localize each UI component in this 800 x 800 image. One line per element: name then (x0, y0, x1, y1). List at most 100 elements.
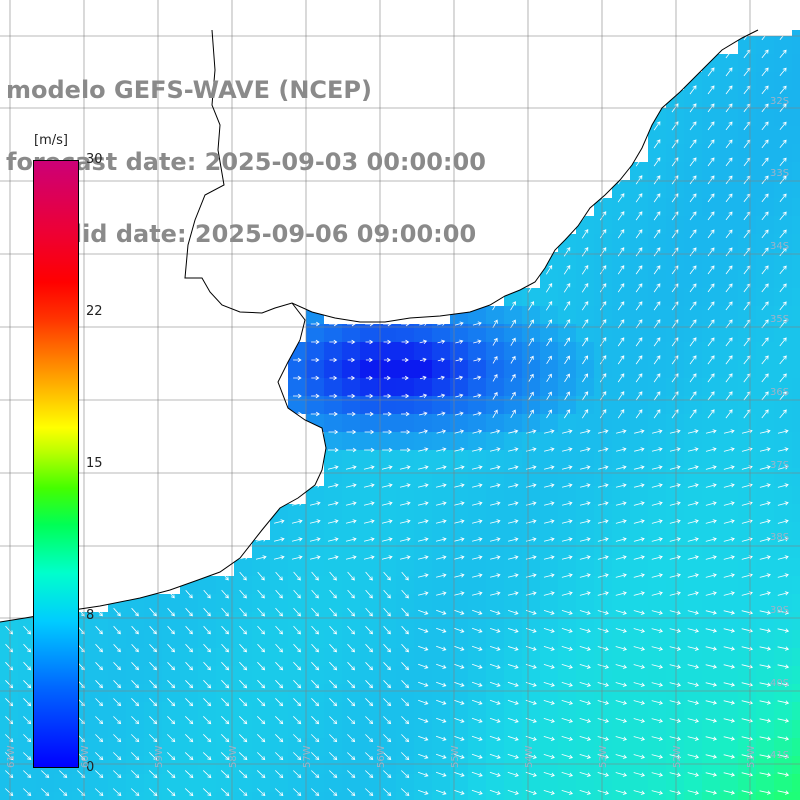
wind-arrow (507, 501, 519, 506)
wind-cell (558, 522, 576, 540)
wind-arrow (777, 682, 790, 687)
wind-arrow (471, 771, 483, 777)
wind-arrow (635, 283, 643, 293)
wind-cell (666, 108, 684, 126)
wind-arrow (507, 555, 519, 560)
wind-cell (198, 702, 216, 720)
wind-cell (612, 180, 630, 198)
wind-arrow (293, 679, 302, 689)
wind-cell (666, 306, 684, 324)
wind-cell (594, 216, 612, 234)
wind-arrow (130, 788, 140, 797)
wind-arrow (705, 754, 718, 759)
wind-arrow (615, 772, 628, 777)
wind-cell (558, 540, 576, 558)
wind-arrow (508, 429, 519, 434)
wind-arrow (689, 373, 697, 383)
wind-arrow (489, 646, 501, 651)
wind-cell (774, 684, 792, 702)
wind-cell (702, 288, 720, 306)
wind-cell (756, 486, 774, 504)
wind-cell (396, 468, 414, 486)
wind-cell (756, 576, 774, 594)
model-title: modelo GEFS-WAVE (NCEP) (6, 76, 372, 104)
wind-arrow (220, 770, 230, 779)
wind-cell (594, 252, 612, 270)
wind-cell (414, 342, 432, 360)
wind-arrow (707, 391, 715, 401)
wind-arrow (417, 573, 429, 578)
wind-arrow (561, 610, 573, 615)
wind-cell (774, 594, 792, 612)
wind-cell (684, 342, 702, 360)
wind-arrow (365, 571, 373, 581)
wind-arrow (185, 734, 194, 743)
wind-arrow (347, 734, 356, 743)
wind-arrow (597, 718, 610, 723)
wind-arrow (221, 716, 230, 725)
wind-cell (90, 702, 108, 720)
wind-cell (378, 540, 396, 558)
wind-cell (504, 378, 522, 396)
wind-arrow (579, 537, 591, 542)
wind-arrow (347, 716, 356, 725)
wind-cell (360, 792, 378, 800)
wind-cell (774, 720, 792, 738)
wind-arrow (759, 465, 771, 470)
wind-arrow (759, 573, 771, 578)
wind-cell (378, 396, 396, 414)
wind-cell (648, 342, 666, 360)
wind-cell (612, 252, 630, 270)
wind-cell (792, 270, 800, 288)
wind-arrow (669, 591, 681, 596)
wind-arrow (418, 717, 429, 723)
wind-cell (594, 774, 612, 792)
wind-arrow (759, 483, 771, 488)
wind-cell (720, 270, 738, 288)
wind-cell (90, 738, 108, 756)
wind-arrow (707, 283, 715, 293)
wind-arrow (293, 770, 302, 778)
wind-cell (432, 684, 450, 702)
wind-arrow (563, 265, 571, 275)
wind-cell (342, 756, 360, 774)
wind-cell (738, 180, 756, 198)
wind-cell (756, 162, 774, 180)
wind-arrow (633, 519, 645, 524)
wind-arrow (435, 483, 447, 488)
wind-arrow (275, 698, 284, 707)
wind-arrow (653, 265, 661, 275)
wind-arrow (597, 790, 610, 795)
wind-arrow (293, 375, 302, 381)
wind-cell (288, 360, 306, 378)
wind-cell (558, 396, 576, 414)
wind-arrow (203, 734, 212, 743)
wind-arrow (528, 409, 534, 419)
wind-arrow (707, 157, 715, 167)
wind-cell (432, 630, 450, 648)
wind-cell (450, 432, 468, 450)
colorbar (33, 160, 79, 768)
wind-arrow (239, 571, 247, 581)
wind-arrow (687, 664, 700, 669)
wind-cell (414, 414, 432, 432)
wind-cell (630, 450, 648, 468)
wind-arrow (435, 519, 447, 524)
wind-arrow (363, 537, 375, 542)
wind-arrow (363, 483, 375, 488)
wind-cell (648, 612, 666, 630)
wind-cell (612, 630, 630, 648)
wind-arrow (651, 555, 663, 560)
wind-cell (612, 306, 630, 324)
wind-cell (522, 666, 540, 684)
wind-cell (756, 234, 774, 252)
wind-arrow (582, 373, 588, 383)
wind-arrow (401, 662, 410, 671)
wind-arrow (507, 753, 519, 759)
wind-arrow (579, 700, 592, 705)
wind-cell (540, 270, 558, 288)
wind-cell (306, 378, 324, 396)
wind-cell (738, 684, 756, 702)
